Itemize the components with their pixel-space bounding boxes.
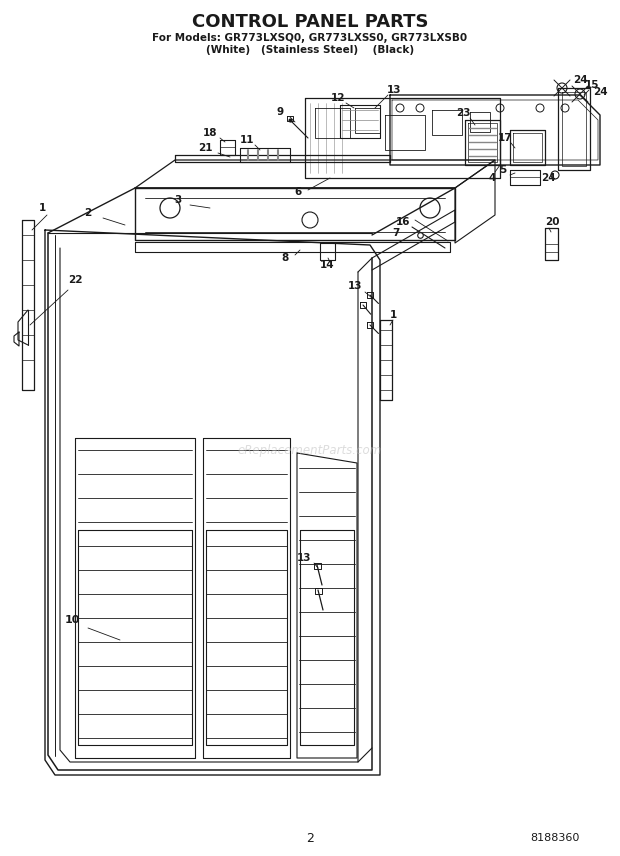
Text: 2: 2 — [84, 208, 92, 218]
Text: 21: 21 — [198, 143, 212, 153]
Text: 1: 1 — [38, 203, 46, 213]
Text: 24: 24 — [573, 75, 587, 85]
Text: 14: 14 — [320, 260, 334, 270]
Text: For Models: GR773LXSQ0, GR773LXSS0, GR773LXSB0: For Models: GR773LXSQ0, GR773LXSS0, GR77… — [153, 33, 467, 43]
Text: 13: 13 — [387, 85, 401, 95]
Text: 8188360: 8188360 — [531, 833, 580, 843]
Text: 18: 18 — [203, 128, 217, 138]
Text: (White)   (Stainless Steel)    (Black): (White) (Stainless Steel) (Black) — [206, 45, 414, 55]
Text: 2: 2 — [306, 831, 314, 845]
Text: eReplacementParts.com: eReplacementParts.com — [238, 443, 382, 456]
Text: 10: 10 — [64, 615, 80, 625]
Text: 24: 24 — [593, 87, 608, 97]
Text: 1: 1 — [389, 310, 397, 320]
Text: 23: 23 — [456, 108, 470, 118]
Text: 9: 9 — [277, 107, 283, 117]
Text: 15: 15 — [585, 80, 600, 90]
Text: 17: 17 — [498, 133, 512, 143]
Text: 16: 16 — [396, 217, 410, 227]
Text: 4: 4 — [489, 173, 495, 183]
Text: 20: 20 — [545, 217, 559, 227]
Text: CONTROL PANEL PARTS: CONTROL PANEL PARTS — [192, 13, 428, 31]
Text: 13: 13 — [297, 553, 311, 563]
Text: 12: 12 — [330, 93, 345, 103]
Text: 13: 13 — [348, 281, 362, 291]
Text: 5: 5 — [499, 165, 507, 175]
Text: 8: 8 — [281, 253, 289, 263]
Text: 7: 7 — [392, 228, 400, 238]
Text: 11: 11 — [240, 135, 254, 145]
Text: 24: 24 — [541, 173, 556, 183]
Text: 22: 22 — [68, 275, 82, 285]
Text: 3: 3 — [174, 195, 182, 205]
Text: 6: 6 — [294, 187, 301, 197]
